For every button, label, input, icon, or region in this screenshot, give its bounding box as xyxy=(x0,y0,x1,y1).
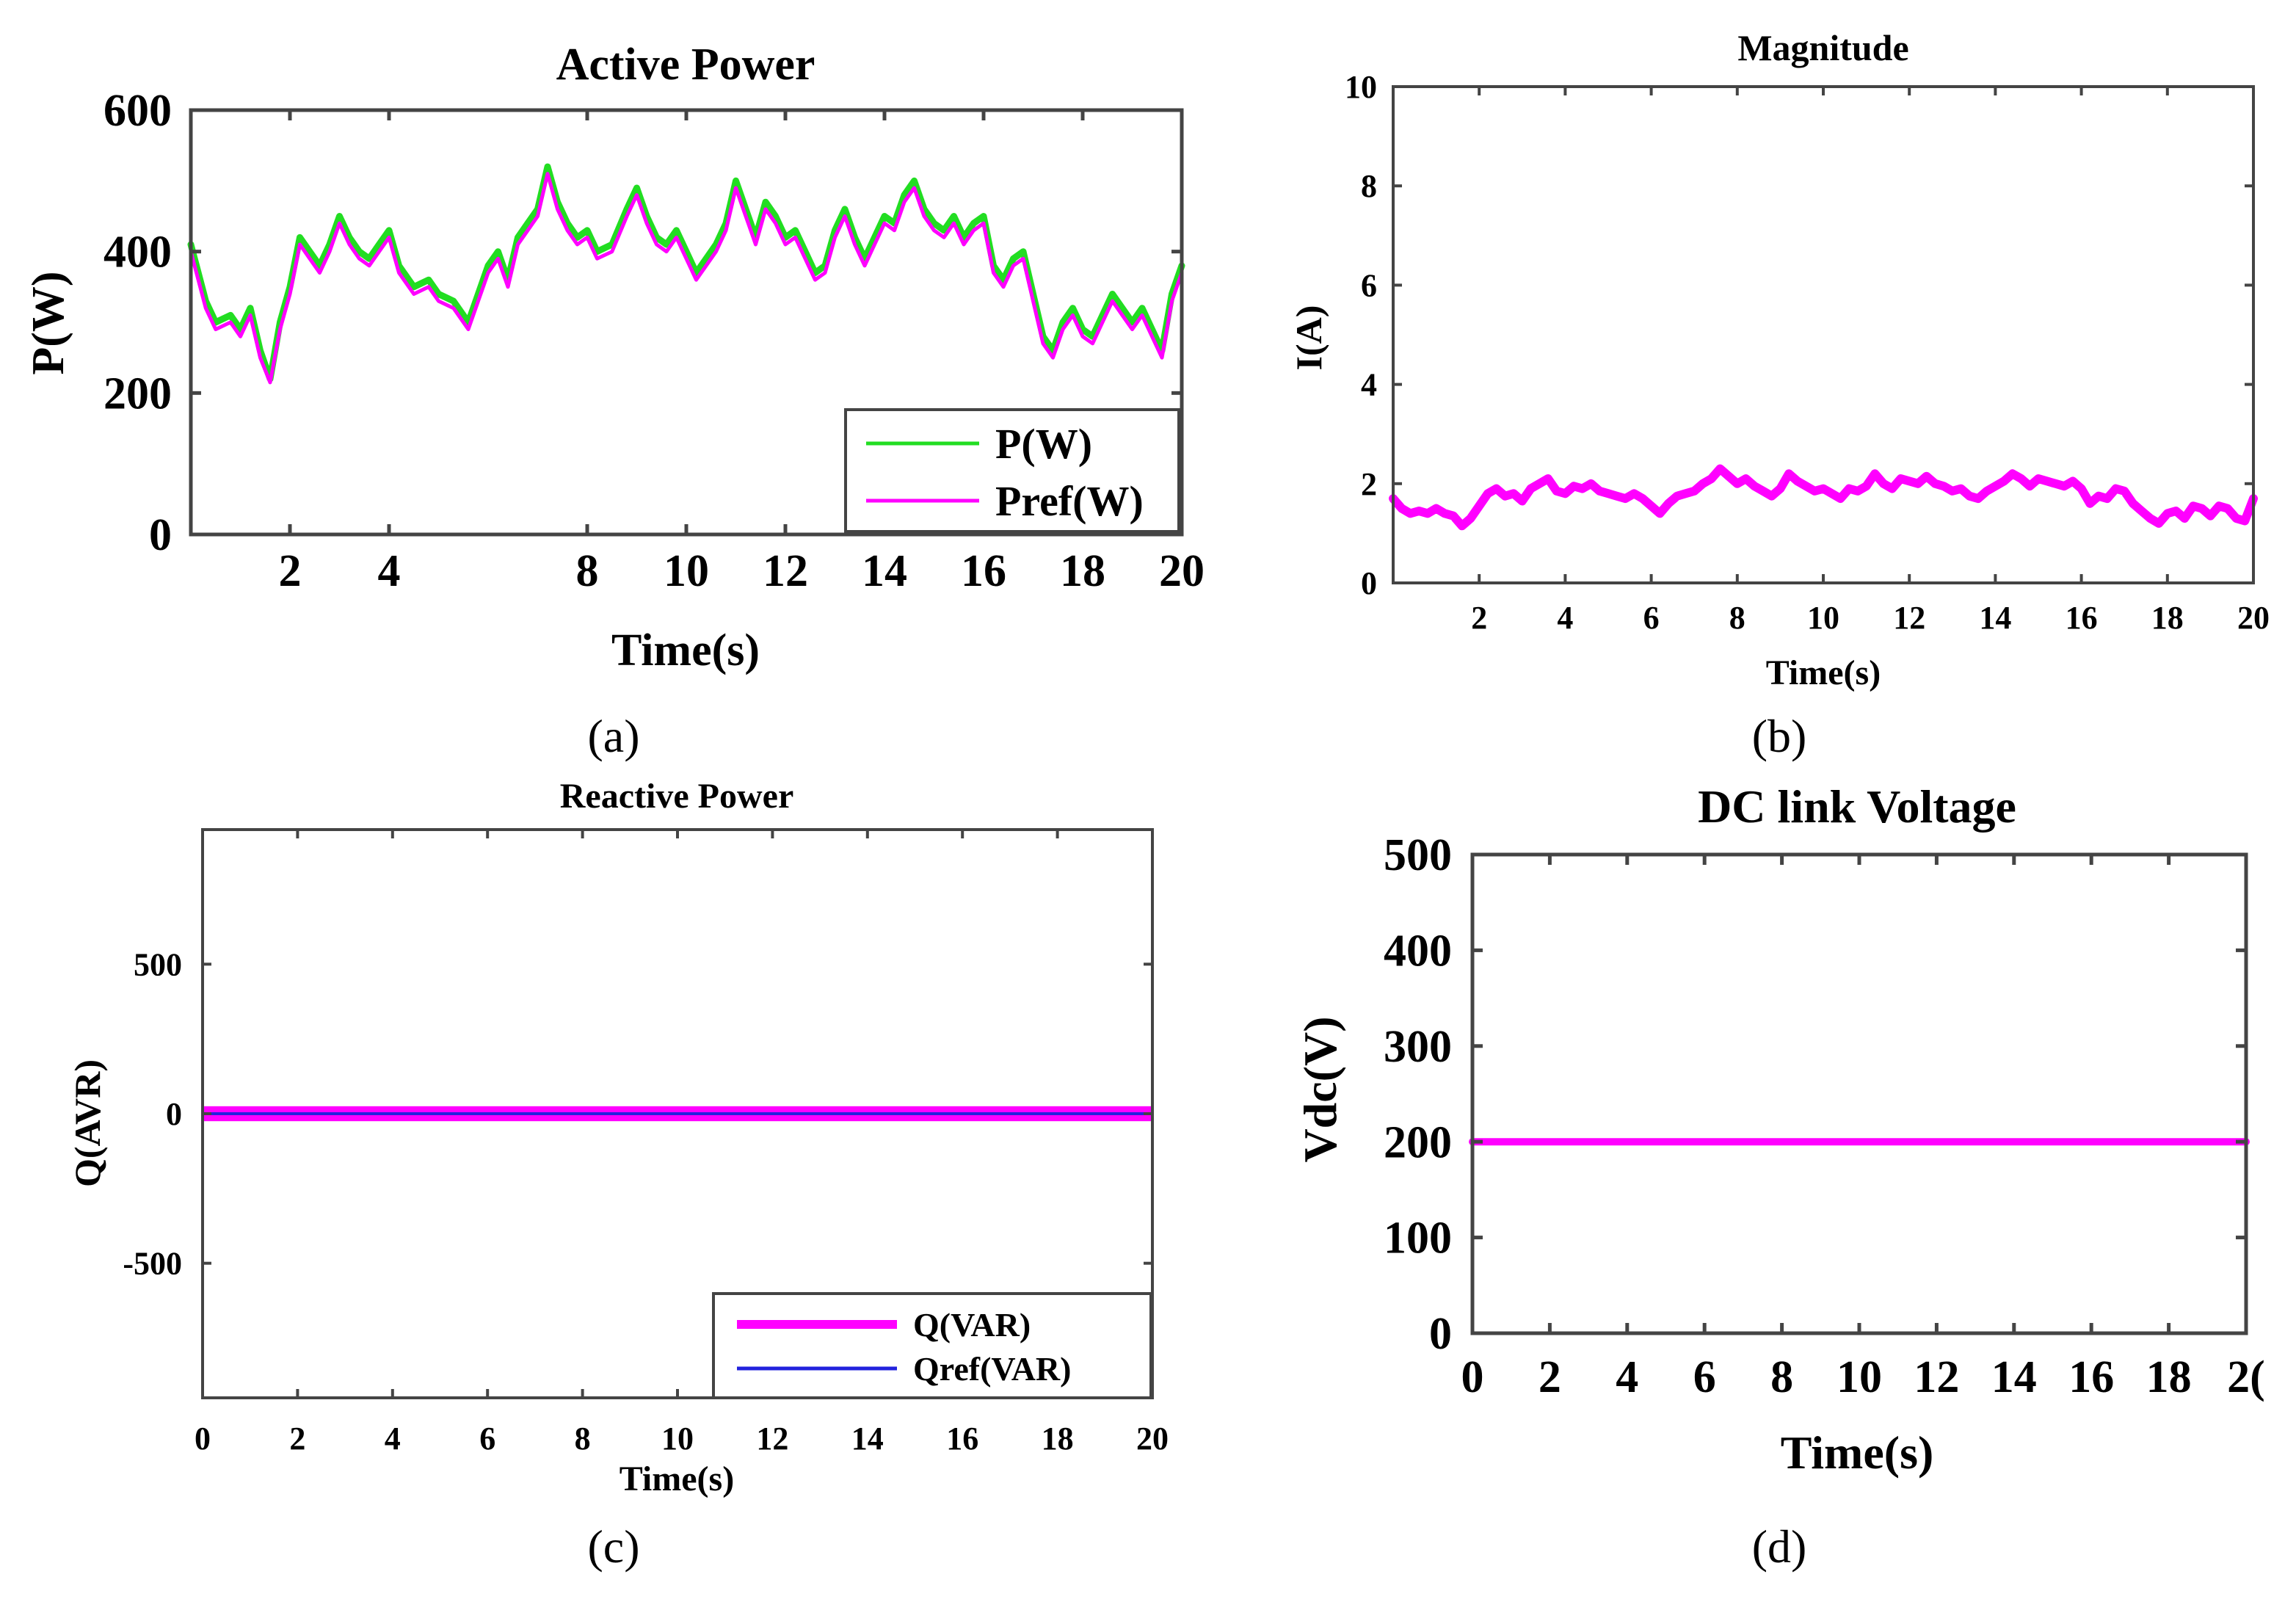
x-tick-label-b: 16 xyxy=(2066,600,2098,636)
panel-d: DC link Voltage Vdc(V) Time(s) (d) 0 2 4 6 8… xyxy=(1294,780,2265,1573)
y-tick-label-c: 0 xyxy=(166,1096,182,1132)
y-tick-label-d: 300 xyxy=(1384,1022,1452,1072)
x-tick-label-c: 14 xyxy=(851,1421,884,1457)
x-tick-label-b: 18 xyxy=(2151,600,2184,636)
x-tick-label-b: 8 xyxy=(1729,600,1745,636)
x-tick-label-b: 10 xyxy=(1807,600,1839,636)
legend-box-a xyxy=(844,408,1180,533)
panel-a-xlabel: Time(s) xyxy=(611,625,760,675)
x-tick-label-d: 2( xyxy=(2227,1352,2265,1402)
x-tick-label-c: 8 xyxy=(575,1421,591,1457)
legend-label-c-1: Qref(VAR) xyxy=(913,1350,1071,1388)
panel-b-title: Magnitude xyxy=(1737,27,1908,68)
panel-a: Active Power P(W) Time(s) (a) 2 4 8 10 12 14 1… xyxy=(23,40,1205,762)
x-tick-label-c: 12 xyxy=(756,1421,788,1457)
x-tick-label-a: 18 xyxy=(1060,546,1105,596)
y-tick-label-a: 200 xyxy=(103,369,172,418)
x-tick-label-c: 10 xyxy=(661,1421,694,1457)
y-tick-label-a: 600 xyxy=(103,86,172,136)
x-tick-label-a: 16 xyxy=(961,546,1006,596)
x-tick-label-b: 4 xyxy=(1557,600,1573,636)
x-tick-label-c: 16 xyxy=(946,1421,978,1457)
panel-a-title: Active Power xyxy=(556,40,815,90)
y-tick-label-d: 500 xyxy=(1384,830,1452,880)
panel-d-caption: (d) xyxy=(1752,1520,1807,1573)
panel-b-ylabel: I(A) xyxy=(1288,305,1329,371)
y-tick-label-b: 10 xyxy=(1345,69,1377,105)
y-tick-label-d: 400 xyxy=(1384,926,1452,976)
legend-box-c xyxy=(712,1292,1152,1399)
panel-d-title: DC link Voltage xyxy=(1698,780,2016,833)
panel-a-caption: (a) xyxy=(587,710,639,762)
x-tick-label-d: 0 xyxy=(1461,1352,1484,1402)
panel-b: Magnitude I(A) Time(s) (b) 2 4 6 8 10 12 14 16 1… xyxy=(1288,27,2270,762)
y-tick-label-b: 6 xyxy=(1361,267,1377,303)
x-tick-label-d: 2 xyxy=(1538,1352,1561,1402)
y-tick-label-b: 4 xyxy=(1361,367,1377,403)
panel-c-xlabel: Time(s) xyxy=(620,1459,734,1498)
x-tick-label-a: 8 xyxy=(576,546,599,596)
x-tick-label-b: 2 xyxy=(1471,600,1487,636)
x-tick-label-a: 12 xyxy=(763,546,808,596)
legend-label-a-1: Pref(W) xyxy=(995,477,1144,525)
x-tick-label-b: 12 xyxy=(1893,600,1925,636)
panel-b-xlabel: Time(s) xyxy=(1766,653,1881,692)
panel-c-title: Reactive Power xyxy=(560,777,794,816)
x-tick-label-d: 14 xyxy=(1991,1352,2037,1402)
x-tick-label-b: 20 xyxy=(2237,600,2270,636)
x-tick-label-a: 2 xyxy=(279,546,302,596)
x-tick-label-c: 2 xyxy=(289,1421,305,1457)
x-tick-label-d: 18 xyxy=(2146,1352,2192,1402)
y-tick-label-b: 8 xyxy=(1361,168,1377,204)
x-tick-label-d: 12 xyxy=(1914,1352,1959,1402)
series-b-0-line xyxy=(1389,464,2258,531)
y-tick-label-d: 100 xyxy=(1384,1214,1452,1263)
x-tick-label-d: 8 xyxy=(1770,1352,1793,1402)
series-a-1-line xyxy=(189,172,1184,385)
x-tick-label-c: 20 xyxy=(1136,1421,1169,1457)
plot-frame-d xyxy=(1470,852,2248,1335)
y-tick-label-b: 2 xyxy=(1361,466,1377,502)
x-tick-label-c: 0 xyxy=(195,1421,211,1457)
y-tick-label-b: 0 xyxy=(1361,565,1377,601)
y-tick-label-d: 0 xyxy=(1429,1309,1452,1359)
y-tick-label-c: 500 xyxy=(134,946,182,982)
x-tick-label-a: 10 xyxy=(664,546,709,596)
x-tick-label-d: 4 xyxy=(1616,1352,1638,1402)
x-tick-label-a: 4 xyxy=(378,546,401,596)
panel-c-caption: (c) xyxy=(587,1520,639,1573)
panel-c-ylabel: Q(AVR) xyxy=(67,1059,108,1187)
y-tick-label-c: -500 xyxy=(123,1246,182,1282)
legend-label-a-0: P(W) xyxy=(995,420,1092,468)
x-tick-label-c: 18 xyxy=(1042,1421,1074,1457)
x-tick-label-d: 6 xyxy=(1693,1352,1716,1402)
x-tick-label-a: 14 xyxy=(862,546,907,596)
y-tick-label-a: 0 xyxy=(149,510,172,560)
legend-label-c-0: Q(VAR) xyxy=(913,1306,1031,1344)
x-tick-label-d: 10 xyxy=(1837,1352,1882,1402)
y-tick-label-a: 400 xyxy=(103,228,172,278)
x-tick-label-c: 6 xyxy=(479,1421,495,1457)
x-tick-label-a: 20 xyxy=(1159,546,1205,596)
x-tick-label-d: 16 xyxy=(2068,1352,2114,1402)
x-tick-label-b: 14 xyxy=(1979,600,2011,636)
y-tick-label-d: 200 xyxy=(1384,1117,1452,1167)
panel-d-xlabel: Time(s) xyxy=(1781,1426,1934,1479)
panel-d-ylabel: Vdc(V) xyxy=(1294,1016,1346,1162)
panel-a-ylabel: P(W) xyxy=(23,271,73,374)
panel-b-caption: (b) xyxy=(1752,710,1807,762)
x-tick-label-c: 4 xyxy=(385,1421,401,1457)
plot-frame-b xyxy=(1392,85,2255,584)
x-tick-label-b: 6 xyxy=(1643,600,1660,636)
panel-c: Reactive Power Q(AVR) Time(s) (c) 0 2 4 6 8 1… xyxy=(67,777,1169,1573)
series-a-0-line xyxy=(187,163,1185,382)
